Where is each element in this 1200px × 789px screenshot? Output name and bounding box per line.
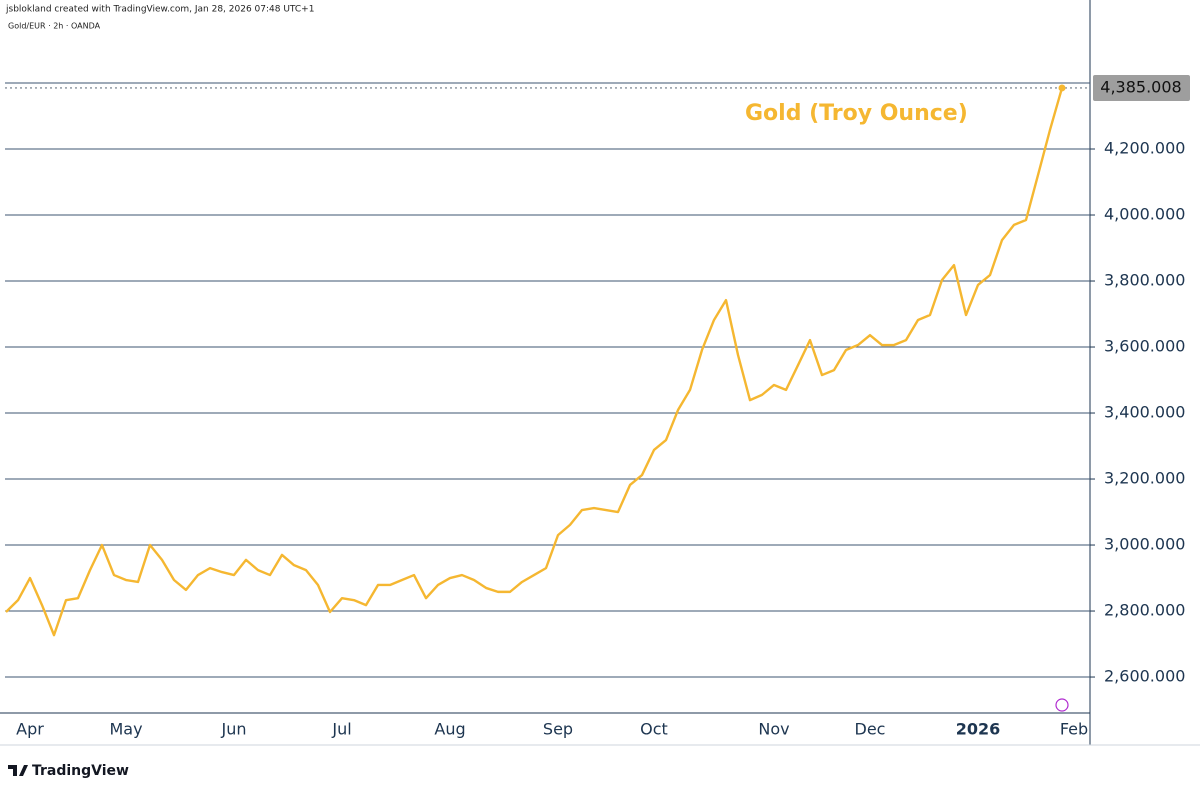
x-tick-label: Dec (855, 720, 886, 739)
x-tick-label: Aug (434, 720, 465, 739)
y-tick-label: 4,200.000 (1104, 139, 1185, 158)
y-tick-label: 3,200.000 (1104, 469, 1185, 488)
x-tick-label: Apr (16, 720, 44, 739)
y-tick-label: 4,000.000 (1104, 205, 1185, 224)
last-price-box (1093, 74, 1190, 101)
brand: TradingView (32, 763, 129, 779)
y-tick-label: 2,800.000 (1104, 601, 1185, 620)
price-line (5, 87, 1064, 637)
annotation: Gold (Troy Ounce) (745, 101, 968, 126)
x-tick-label: Oct (640, 720, 668, 739)
last-price-label: 4,385.008 (1100, 77, 1181, 96)
symbol-title: Gold/EUR · 2h · OANDA (8, 22, 101, 31)
x-tick-label: Nov (758, 720, 789, 739)
x-tick-label: Jun (221, 720, 247, 739)
last-point (1058, 84, 1066, 92)
x-tick-label: Sep (543, 720, 573, 739)
x-tick-label: 2026 (956, 720, 1001, 739)
event-icon (1055, 698, 1069, 712)
x-tick-label: Jul (331, 720, 351, 739)
y-tick-label: 2,600.000 (1104, 667, 1185, 686)
header: jsblokland created with TradingView.com,… (5, 5, 314, 15)
x-tick-label: Feb (1060, 720, 1088, 739)
y-tick-label: 3,000.000 (1104, 535, 1185, 554)
y-tick-label: 3,800.000 (1104, 271, 1185, 290)
x-tick-label: May (109, 720, 142, 739)
y-tick-label: 3,400.000 (1104, 403, 1185, 422)
y-tick-label: 3,600.000 (1104, 337, 1185, 356)
logo (8, 765, 28, 776)
